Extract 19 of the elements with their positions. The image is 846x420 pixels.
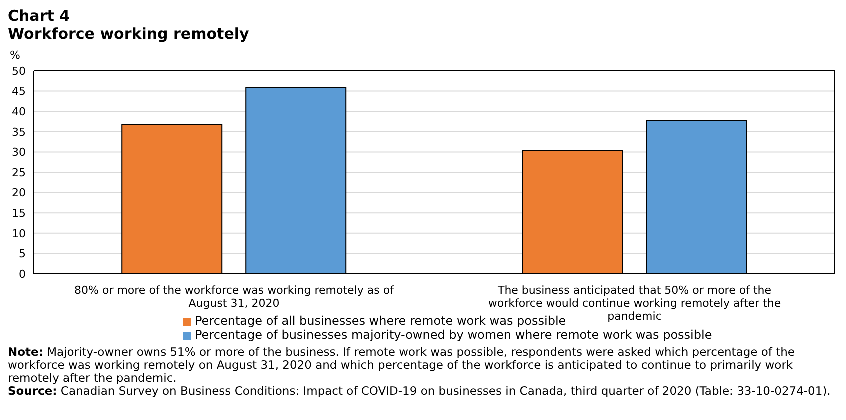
y-tick-label: 30 xyxy=(12,146,26,160)
source-note: Source: Canadian Survey on Business Conditions: Impact of COVID-19 on businesses in Canada, third quarter of 2020 (Table: 33-10-0274-01). xyxy=(8,384,832,398)
y-tick-label: 5 xyxy=(19,248,26,261)
y-tick-label: 40 xyxy=(12,106,26,119)
y-tick-label: 35 xyxy=(12,126,26,139)
y-tick-label: 15 xyxy=(12,207,26,220)
chart-subtitle: Workforce working remotely xyxy=(8,25,250,43)
x-tick-label: 80% or more of the workforce was working remotely as of August 31, 2020 xyxy=(74,284,396,310)
y-tick-label: 0 xyxy=(19,268,26,281)
y-tick-label: 45 xyxy=(12,85,26,98)
legend-label: Percentage of all businesses where remote work was possible xyxy=(195,314,566,328)
legend-label: Percentage of businesses majority-owned by women where remote work was possible xyxy=(195,328,712,342)
y-axis-title: % xyxy=(10,49,22,62)
y-tick-label: 25 xyxy=(12,166,26,180)
y-tick-label: 20 xyxy=(12,186,26,200)
y-tick-label: 50 xyxy=(12,64,26,78)
y-tick-label: 10 xyxy=(12,227,26,240)
chart-title: Chart 4 xyxy=(8,7,72,25)
text: Note: Majority-owner owns 51% or more of the business. If remote work was possible, respondents were asked which percentage of the workforce was working remotely on August 31, 2020 and which percentage of the workforce is anticipated to continue to primarily work remotely after the pandemic. xyxy=(8,345,796,385)
